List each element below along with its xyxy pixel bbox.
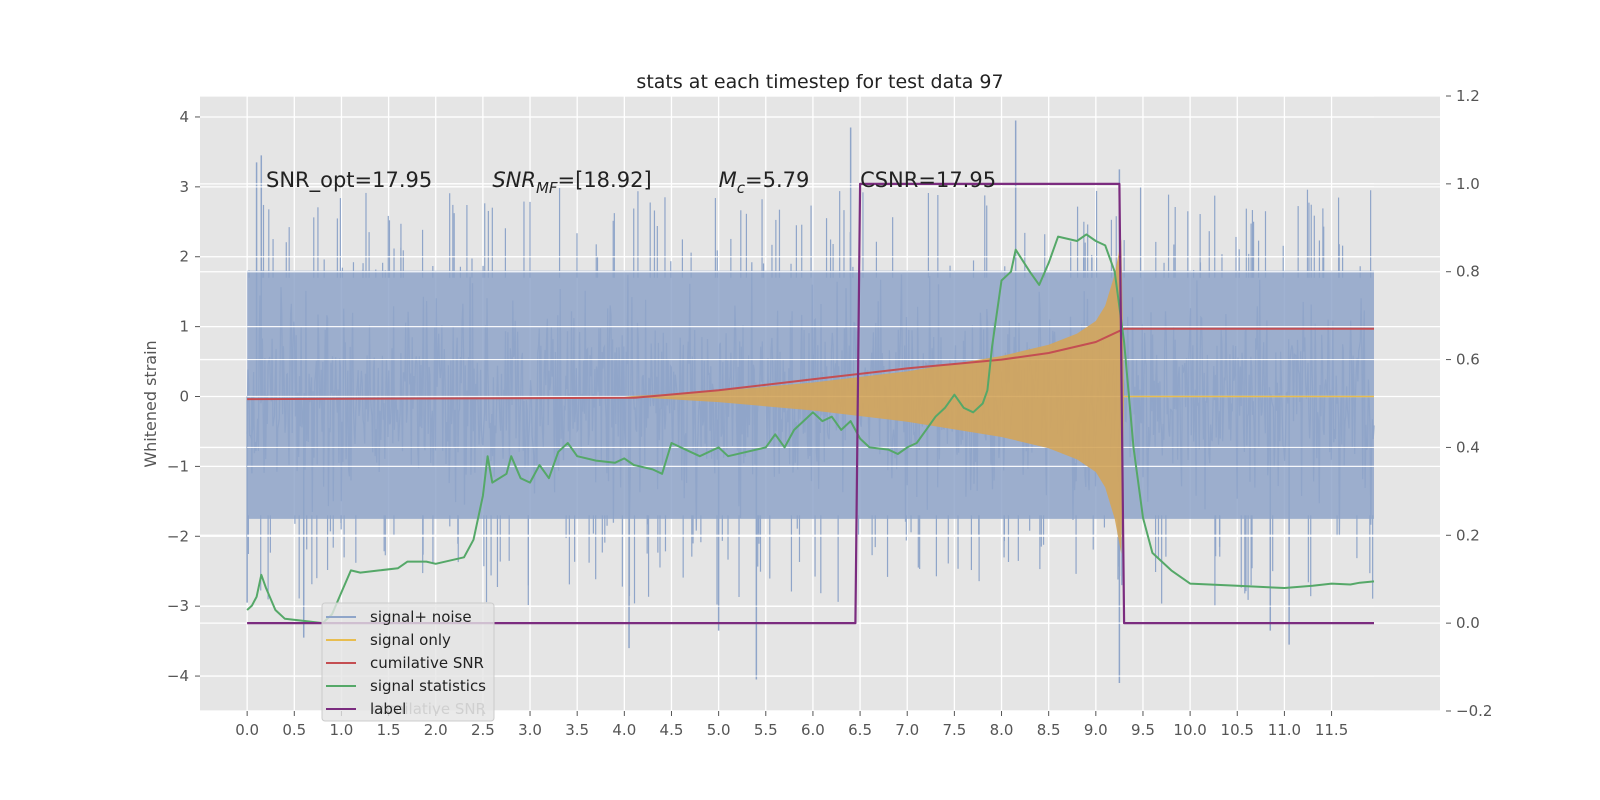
x-tick-label: 11.5	[1315, 721, 1348, 739]
y-axis-ticks: −4 −3 −2 −1 0 1 2 3 4	[167, 108, 200, 685]
annotations: SNR_opt=17.95 SNRMF=[18.92] Mc=5.79 CSNR=17…	[266, 168, 996, 197]
y2-tick-label: 0.6	[1456, 351, 1480, 369]
series-label-line	[247, 182, 1374, 625]
y-tick-label: −1	[167, 457, 189, 475]
annotation-symbol: M	[719, 168, 737, 192]
legend-entry-label: label	[370, 700, 406, 718]
x-tick-label: 0.0	[235, 721, 259, 739]
y-tick-label: 4	[179, 108, 189, 126]
annotation-symbol: SNR	[492, 168, 536, 192]
legend: cumilative SNR signal+ noise signal only cu…	[321, 602, 495, 722]
x-axis-ticks: 0.0 0.5 1.0 1.5 2.0 2.5 3.0 3.5 4.0 4.5 5.0 5.5 6.0 6…	[235, 711, 1348, 739]
y2-tick-label: 0.0	[1456, 614, 1480, 632]
x-tick-label: 10.0	[1173, 721, 1206, 739]
x-tick-label: 9.0	[1084, 721, 1108, 739]
annotation-subscript: c	[737, 179, 746, 197]
annotation-text: SNR_opt=17.95	[266, 168, 432, 193]
x-tick-label: 6.0	[801, 721, 825, 739]
series-layer	[246, 95, 1375, 712]
y-tick-label: −3	[167, 597, 189, 615]
series-signal-only-fill	[624, 239, 1374, 554]
x-tick-label: 0.5	[282, 721, 306, 739]
x-tick-label: 10.5	[1221, 721, 1254, 739]
annotation-text: CSNR=17.95	[860, 168, 996, 192]
annotation-text: SNRMF=[18.92]	[492, 168, 651, 197]
legend-box	[321, 602, 495, 722]
y-tick-label: 2	[179, 248, 189, 266]
x-tick-label: 5.0	[707, 721, 731, 739]
series-cumilative-snr-line	[247, 327, 1374, 401]
x-tick-label: 7.0	[895, 721, 919, 739]
x-tick-label: 11.0	[1268, 721, 1301, 739]
legend-entry-label: cumilative SNR	[370, 654, 484, 672]
x-tick-label: 7.5	[942, 721, 966, 739]
chart-title: stats at each timestep for test data 97	[636, 71, 1003, 93]
y-axis-label: Whitened strain	[141, 340, 160, 467]
x-tick-label: 2.0	[424, 721, 448, 739]
annotation-subscript: MF	[536, 179, 558, 197]
annotation-text: Mc=5.79	[719, 168, 810, 197]
x-tick-label: 9.5	[1131, 721, 1155, 739]
y2-tick-label: 0.2	[1456, 526, 1480, 544]
y2-tick-label: 1.0	[1456, 175, 1480, 193]
y2-axis-ticks: −0.2 0.0 0.2 0.4 0.6 0.8 1.0 1.2	[1446, 87, 1492, 720]
x-tick-label: 4.0	[612, 721, 636, 739]
y2-tick-label: −0.2	[1456, 702, 1492, 720]
annotation-value: =5.79	[745, 168, 809, 192]
legend-entry-label: signal only	[370, 631, 451, 649]
x-tick-label: 2.5	[471, 721, 495, 739]
y2-tick-label: 0.8	[1456, 263, 1480, 281]
legend-entry-label: signal+ noise	[370, 608, 472, 626]
y-tick-label: −2	[167, 527, 189, 545]
series-signal-statistics-line	[246, 233, 1375, 625]
x-tick-label: 3.0	[518, 721, 542, 739]
x-tick-label: 5.5	[754, 721, 778, 739]
x-tick-label: 6.5	[848, 721, 872, 739]
x-tick-label: 1.5	[377, 721, 401, 739]
y-tick-label: 1	[179, 318, 189, 336]
x-tick-label: 8.5	[1037, 721, 1061, 739]
x-tick-label: 4.5	[660, 721, 684, 739]
annotation-value: =[18.92]	[558, 168, 652, 192]
legend-entry-label: signal statistics	[370, 677, 486, 695]
y2-tick-label: 1.2	[1456, 87, 1480, 105]
y-tick-label: −4	[167, 667, 189, 685]
x-tick-label: 1.0	[330, 721, 354, 739]
legend-ghost-text: cumilative SNR	[372, 700, 486, 718]
y-tick-label: 0	[179, 388, 189, 406]
x-tick-label: 8.0	[990, 721, 1014, 739]
y-tick-label: 3	[179, 178, 189, 196]
x-tick-label: 3.5	[565, 721, 589, 739]
y2-tick-label: 0.4	[1456, 438, 1480, 456]
